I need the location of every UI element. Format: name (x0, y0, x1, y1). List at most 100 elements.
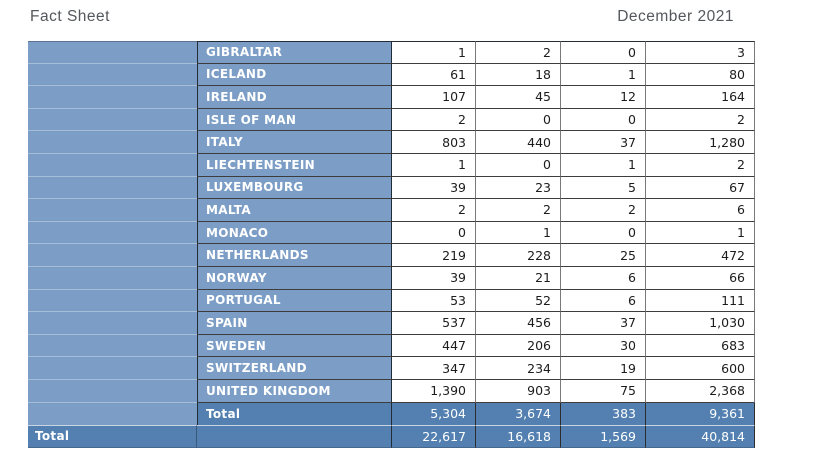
value-cell: 164 (646, 86, 755, 109)
value-cell: 6 (561, 289, 646, 313)
value-cell: 0 (476, 108, 561, 132)
value-cell: 803 (392, 131, 476, 154)
value-cell: 2 (476, 199, 561, 222)
value-cell: 456 (476, 312, 561, 335)
country-cell: SWEDEN (197, 334, 392, 358)
value-cell: 1 (392, 153, 476, 177)
value-cell: 2 (392, 108, 476, 132)
value-cell: 39 (392, 266, 476, 290)
grand-total-value-cell: 40,814 (646, 425, 755, 448)
country-cell: IRELAND (197, 86, 392, 109)
value-cell: 0 (476, 153, 561, 177)
value-cell: 440 (476, 131, 561, 154)
row-spacer-cell (28, 221, 197, 245)
value-cell: 45 (476, 86, 561, 109)
country-cell: PORTUGAL (197, 289, 392, 313)
value-cell: 75 (561, 379, 646, 403)
country-cell: UNITED KINGDOM (197, 379, 392, 403)
value-cell: 2 (646, 108, 755, 132)
country-cell: SPAIN (197, 312, 392, 335)
country-cell: LIECHTENSTEIN (197, 153, 392, 177)
row-spacer-cell (28, 289, 197, 313)
value-cell: 1 (561, 63, 646, 87)
header-date: December 2021 (617, 8, 734, 25)
value-cell: 2 (476, 41, 561, 64)
value-cell: 18 (476, 63, 561, 87)
table-row: IRELAND 107 45 12 164 (28, 86, 755, 109)
value-cell: 111 (646, 289, 755, 313)
value-cell: 206 (476, 334, 561, 358)
row-spacer-cell (28, 153, 197, 177)
value-cell: 2,368 (646, 379, 755, 403)
value-cell: 6 (646, 199, 755, 222)
table-row: ICELAND 61 18 1 80 (28, 63, 755, 87)
value-cell: 347 (392, 357, 476, 380)
row-spacer-cell (28, 199, 197, 222)
value-cell: 25 (561, 244, 646, 267)
row-spacer-cell (28, 131, 197, 154)
value-cell: 0 (561, 221, 646, 245)
value-cell: 61 (392, 63, 476, 87)
row-spacer-cell (28, 379, 197, 403)
table-row: SWEDEN 447 206 30 683 (28, 334, 755, 358)
country-cell: GIBRALTAR (197, 41, 392, 64)
row-spacer-cell (28, 176, 197, 200)
value-cell: 1 (392, 41, 476, 64)
row-spacer-cell (28, 86, 197, 109)
value-cell: 39 (392, 176, 476, 200)
grand-total-value-cell: 22,617 (392, 425, 476, 448)
table-row: SWITZERLAND 347 234 19 600 (28, 357, 755, 380)
grand-total-label-cell: Total (28, 425, 197, 448)
value-cell: 0 (392, 221, 476, 245)
value-cell: 0 (561, 108, 646, 132)
value-cell: 219 (392, 244, 476, 267)
row-spacer-cell (28, 266, 197, 290)
table-row: NORWAY 39 21 6 66 (28, 266, 755, 290)
grand-total-value-cell: 16,618 (476, 425, 561, 448)
value-cell: 447 (392, 334, 476, 358)
value-cell: 228 (476, 244, 561, 267)
value-cell: 1,390 (392, 379, 476, 403)
row-spacer-cell (28, 108, 197, 132)
table-row: NETHERLANDS 219 228 25 472 (28, 244, 755, 267)
table-row: SPAIN 537 456 37 1,030 (28, 312, 755, 335)
value-cell: 53 (392, 289, 476, 313)
value-cell: 19 (561, 357, 646, 380)
subtotal-value-cell: 383 (561, 402, 646, 426)
value-cell: 1,030 (646, 312, 755, 335)
table-row: LIECHTENSTEIN 1 0 1 2 (28, 153, 755, 177)
row-spacer-cell (28, 63, 197, 87)
row-spacer-cell (28, 244, 197, 267)
table-row: MONACO 0 1 0 1 (28, 221, 755, 245)
country-cell: NETHERLANDS (197, 244, 392, 267)
row-spacer-cell (28, 334, 197, 358)
table-row: PORTUGAL 53 52 6 111 (28, 289, 755, 313)
value-cell: 30 (561, 334, 646, 358)
table-row: GIBRALTAR 1 2 0 3 (28, 41, 755, 64)
value-cell: 1 (561, 153, 646, 177)
country-cell: MONACO (197, 221, 392, 245)
country-cell: SWITZERLAND (197, 357, 392, 380)
subtotal-value-cell: 3,674 (476, 402, 561, 426)
country-cell: MALTA (197, 199, 392, 222)
subtotal-label-cell: Total (197, 402, 392, 426)
table-row: MALTA 2 2 2 6 (28, 199, 755, 222)
grand-total-blank-cell (197, 425, 392, 448)
value-cell: 3 (646, 41, 755, 64)
value-cell: 2 (561, 199, 646, 222)
value-cell: 1 (476, 221, 561, 245)
value-cell: 67 (646, 176, 755, 200)
document-header: Fact Sheet December 2021 (30, 8, 734, 26)
table-row: ITALY 803 440 37 1,280 (28, 131, 755, 154)
table-row: Total 22,617 16,618 1,569 40,814 (28, 425, 755, 448)
value-cell: 600 (646, 357, 755, 380)
table-row: UNITED KINGDOM 1,390 903 75 2,368 (28, 379, 755, 403)
value-cell: 107 (392, 86, 476, 109)
value-cell: 683 (646, 334, 755, 358)
grand-total-value-cell: 1,569 (561, 425, 646, 448)
table-row: LUXEMBOURG 39 23 5 67 (28, 176, 755, 200)
value-cell: 66 (646, 266, 755, 290)
value-cell: 5 (561, 176, 646, 200)
value-cell: 472 (646, 244, 755, 267)
